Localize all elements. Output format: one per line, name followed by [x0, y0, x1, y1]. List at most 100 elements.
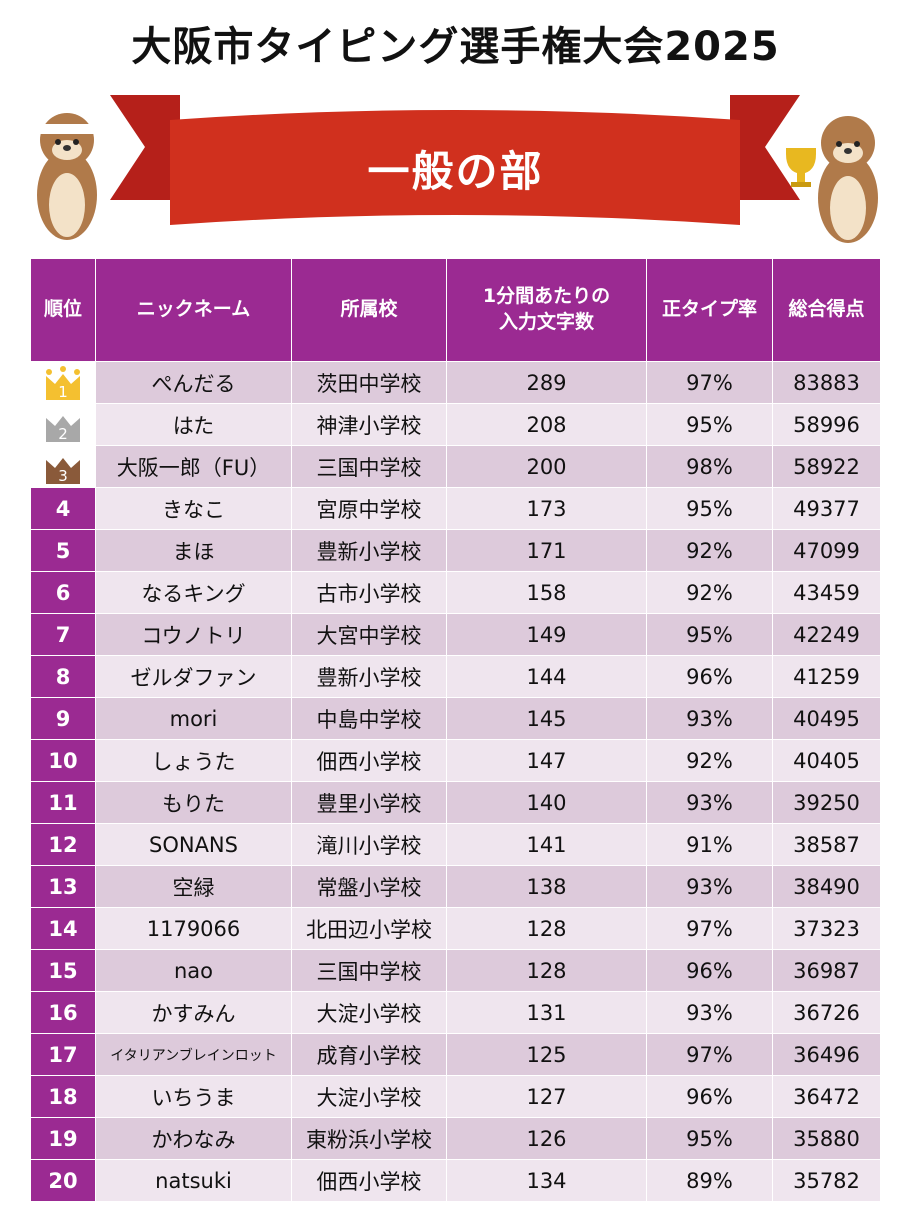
rank-number: 4 — [30, 487, 96, 530]
medal-gold: 1 — [30, 361, 96, 404]
school-cell: 茨田中学校 — [291, 361, 447, 404]
table-row: 3 大阪一郎（FU） 三国中学校 200 98% 58922 — [30, 445, 881, 488]
accuracy-cell: 93% — [646, 697, 773, 740]
rank-number: 20 — [30, 1159, 96, 1202]
header-rank: 順位 — [30, 258, 96, 362]
crown-icon: 3 — [46, 457, 80, 484]
table-row: 7 コウノトリ 大宮中学校 149 95% 42249 — [30, 613, 881, 656]
accuracy-cell: 91% — [646, 823, 773, 866]
table-row: 18 いちうま 大淀小学校 127 96% 36472 — [30, 1075, 881, 1118]
nickname-cell: イタリアンブレインロット — [95, 1033, 292, 1076]
total-score-cell: 36472 — [772, 1075, 881, 1118]
table-row: 13 空緑 常盤小学校 138 93% 38490 — [30, 865, 881, 908]
accuracy-cell: 89% — [646, 1159, 773, 1202]
chars-per-minute-cell: 138 — [446, 865, 647, 908]
accuracy-cell: 97% — [646, 361, 773, 404]
school-cell: 大淀小学校 — [291, 991, 447, 1034]
accuracy-cell: 96% — [646, 949, 773, 992]
rank-number: 14 — [30, 907, 96, 950]
chars-per-minute-cell: 208 — [446, 403, 647, 446]
nickname-cell: まほ — [95, 529, 292, 572]
accuracy-cell: 93% — [646, 865, 773, 908]
school-cell: 神津小学校 — [291, 403, 447, 446]
nickname-cell: natsuki — [95, 1159, 292, 1202]
chars-per-minute-cell: 145 — [446, 697, 647, 740]
nickname-cell: なるキング — [95, 571, 292, 614]
table-row: 9 mori 中島中学校 145 93% 40495 — [30, 697, 881, 740]
table-row: 6 なるキング 古市小学校 158 92% 43459 — [30, 571, 881, 614]
ribbon-banner — [110, 95, 800, 225]
header-chars-per-minute: 1分間あたりの 入力文字数 — [446, 258, 647, 362]
header-accuracy: 正タイプ率 — [646, 258, 773, 362]
school-cell: 古市小学校 — [291, 571, 447, 614]
rank-number: 16 — [30, 991, 96, 1034]
rank-number: 15 — [30, 949, 96, 992]
crown-icon: 1 — [46, 365, 80, 400]
table-row: 14 1179066 北田辺小学校 128 97% 37323 — [30, 907, 881, 950]
medal-bronze: 3 — [30, 445, 96, 488]
table-row: 2 はた 神津小学校 208 95% 58996 — [30, 403, 881, 446]
chars-per-minute-cell: 125 — [446, 1033, 647, 1076]
total-score-cell: 36496 — [772, 1033, 881, 1076]
otter-mascot-left — [17, 113, 100, 240]
total-score-cell: 36726 — [772, 991, 881, 1034]
rank-number: 17 — [30, 1033, 96, 1076]
nickname-cell: 大阪一郎（FU） — [95, 445, 292, 488]
total-score-cell: 83883 — [772, 361, 881, 404]
otter-mascot-trophy — [786, 116, 878, 243]
rank-number: 10 — [30, 739, 96, 782]
table-row: 10 しょうた 佃西小学校 147 92% 40405 — [30, 739, 881, 782]
total-score-cell: 40405 — [772, 739, 881, 782]
nickname-cell: mori — [95, 697, 292, 740]
nickname-cell: ぺんだる — [95, 361, 292, 404]
total-score-cell: 35782 — [772, 1159, 881, 1202]
nickname-cell: はた — [95, 403, 292, 446]
chars-per-minute-cell: 171 — [446, 529, 647, 572]
header-total-score: 総合得点 — [772, 258, 881, 362]
school-cell: 三国中学校 — [291, 445, 447, 488]
table-row: 17 イタリアンブレインロット 成育小学校 125 97% 36496 — [30, 1033, 881, 1076]
accuracy-cell: 93% — [646, 991, 773, 1034]
rank-number: 7 — [30, 613, 96, 656]
nickname-cell: ゼルダファン — [95, 655, 292, 698]
school-cell: 成育小学校 — [291, 1033, 447, 1076]
school-cell: 宮原中学校 — [291, 487, 447, 530]
total-score-cell: 40495 — [772, 697, 881, 740]
total-score-cell: 38587 — [772, 823, 881, 866]
school-cell: 大淀小学校 — [291, 1075, 447, 1118]
chars-per-minute-cell: 173 — [446, 487, 647, 530]
rank-number: 8 — [30, 655, 96, 698]
accuracy-cell: 98% — [646, 445, 773, 488]
school-cell: 中島中学校 — [291, 697, 447, 740]
chars-per-minute-cell: 140 — [446, 781, 647, 824]
total-score-cell: 38490 — [772, 865, 881, 908]
banner-title: 一般の部 — [367, 147, 544, 196]
chars-per-minute-cell: 128 — [446, 907, 647, 950]
school-cell: 佃西小学校 — [291, 1159, 447, 1202]
table-row: 19 かわなみ 東粉浜小学校 126 95% 35880 — [30, 1117, 881, 1160]
table-row: 1 ぺんだる 茨田中学校 289 97% 83883 — [30, 361, 881, 404]
table-row: 11 もりた 豊里小学校 140 93% 39250 — [30, 781, 881, 824]
school-cell: 豊里小学校 — [291, 781, 447, 824]
table-row: 5 まほ 豊新小学校 171 92% 47099 — [30, 529, 881, 572]
ranking-table: 順位 ニックネーム 所属校 1分間あたりの 入力文字数 正タイプ率 総合得点 1 ぺんだる茨… — [30, 258, 881, 1202]
accuracy-cell: 92% — [646, 571, 773, 614]
school-cell: 三国中学校 — [291, 949, 447, 992]
total-score-cell: 58996 — [772, 403, 881, 446]
total-score-cell: 47099 — [772, 529, 881, 572]
total-score-cell: 49377 — [772, 487, 881, 530]
chars-per-minute-cell: 131 — [446, 991, 647, 1034]
total-score-cell: 58922 — [772, 445, 881, 488]
table-row: 8 ゼルダファン 豊新小学校 144 96% 41259 — [30, 655, 881, 698]
chars-per-minute-cell: 158 — [446, 571, 647, 614]
school-cell: 東粉浜小学校 — [291, 1117, 447, 1160]
total-score-cell: 43459 — [772, 571, 881, 614]
chars-per-minute-cell: 147 — [446, 739, 647, 782]
total-score-cell: 37323 — [772, 907, 881, 950]
accuracy-cell: 95% — [646, 613, 773, 656]
nickname-cell: コウノトリ — [95, 613, 292, 656]
rank-number: 18 — [30, 1075, 96, 1118]
school-cell: 豊新小学校 — [291, 529, 447, 572]
accuracy-cell: 96% — [646, 1075, 773, 1118]
rank-number: 3 — [58, 467, 68, 484]
